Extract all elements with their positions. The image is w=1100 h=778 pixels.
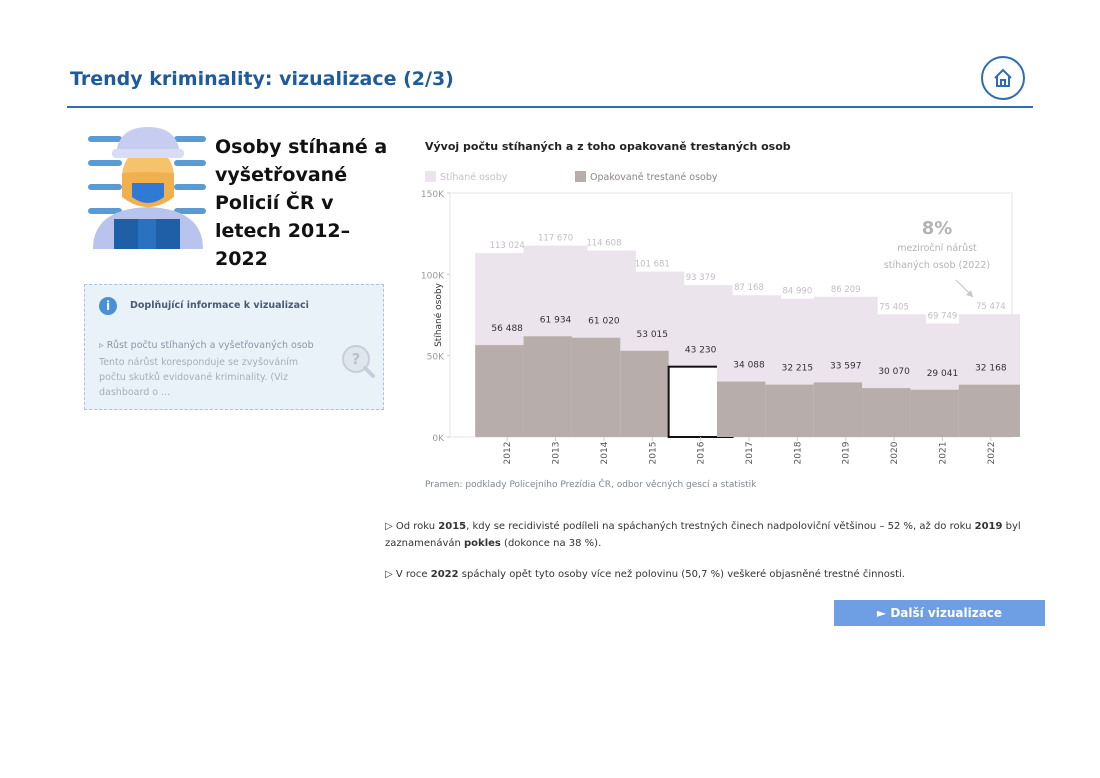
legend-swatch-prosecuted [425,171,436,182]
data-label-prosecuted: 87 168 [734,283,764,293]
page-title: Trendy kriminality: vizualizace (2/3) [70,68,454,90]
data-label-prosecuted: 84 990 [782,287,812,297]
data-label-prosecuted: 117 670 [538,234,573,244]
help-search-icon[interactable]: ? [340,343,376,379]
data-label-repeat: 61 020 [588,317,620,327]
data-label-prosecuted: 114 608 [586,239,621,249]
home-icon [994,68,1012,87]
data-label-prosecuted: 69 749 [928,312,958,322]
x-tick-label: 2022 [987,442,997,465]
data-label-repeat: 30 070 [878,367,910,377]
note-1-bold: pokles [464,538,501,549]
next-visualization-button[interactable]: ► Další vizualizace [834,600,1045,626]
data-label-repeat: 56 488 [491,324,523,334]
data-label-repeat: 53 015 [637,330,669,340]
x-tick-label: 2016 [697,441,707,464]
note-1-mid: , kdy se recidivisté podíleli na spáchan… [466,521,975,532]
y-tick-label: 150K [421,190,445,200]
data-label-prosecuted: 75 474 [976,302,1006,312]
suspect-person-icon [88,127,206,249]
legend-label-repeat: Opakovaně trestané osoby [590,172,718,183]
note-2-year: 2022 [430,569,459,580]
y-tick-label: 100K [421,271,445,281]
x-tick-label: 2013 [552,442,562,465]
note-paragraph-1: ▷ Od roku 2015, kdy se recidivisté podíl… [385,518,1035,552]
info-item-text: Tento nárůst koresponduje se zvyšováním … [99,357,299,398]
data-label-repeat: 43 230 [685,346,717,356]
title-divider [67,106,1033,108]
note-1-end: (dokonce na 38 %). [500,538,602,549]
info-heading: Doplňující informace k vizualizaci [130,300,309,311]
note-1-year: 2015 [438,521,467,532]
data-label-prosecuted: 75 405 [879,302,909,312]
source-note: Pramen: podklady Policejního Prezídia ČR… [425,480,757,490]
home-button[interactable] [981,56,1025,100]
x-tick-label: 2021 [938,442,948,465]
annotation-text-1: meziroční nárůst [897,243,977,254]
data-label-prosecuted: 86 209 [831,285,861,295]
x-tick-label: 2017 [745,442,755,465]
x-tick-label: 2018 [793,441,803,464]
info-icon: i [99,297,117,315]
x-tick-label: 2019 [842,441,852,464]
x-tick-label: 2015 [648,442,658,465]
note-2-text: spáchaly opět tyto osoby více než polovi… [458,569,905,580]
bar-chart: 0K 50K 100K 150K Stíhané osoby 113 024 56 488 2… [421,190,1020,465]
annotation-text-2: stíhaných osob (2022) [884,260,990,271]
data-label-repeat: 29 041 [927,369,959,379]
y-tick-label: 50K [427,353,445,363]
data-label-repeat: 61 934 [540,315,572,325]
chart-title: Vývoj počtu stíhaných a z toho opakovaně… [425,140,791,153]
data-label-repeat: 32 168 [975,364,1007,374]
note-1-mid2: byl zaznamenáván [385,521,1021,549]
svg-text:?: ? [352,350,361,368]
section-title: Osoby stíhané a vyšetřované Policií ČR v… [215,136,388,270]
info-item-title: ▹ Růst počtu stíhaných a vyšetřovaných o… [99,340,314,351]
legend-swatch-repeat [575,171,586,182]
legend-item-repeat: Opakovaně trestané osoby [575,171,718,183]
data-label-prosecuted: 101 681 [635,260,670,270]
legend-label-prosecuted: Stíhané osoby [440,172,508,183]
x-tick-label: 2014 [600,441,610,464]
info-panel: i Doplňující informace k vizualizaci ▹ R… [84,284,384,410]
data-label-prosecuted: 113 024 [490,241,525,251]
y-tick-label: 0K [432,434,445,444]
note-1-prefix: ▷ Od roku [385,521,439,532]
note-paragraph-2: ▷ V roce 2022 spáchaly opět tyto osoby v… [385,566,1035,583]
note-1-year2: 2019 [974,521,1003,532]
data-label-prosecuted: 93 379 [686,273,716,283]
note-2-prefix: ▷ V roce [385,569,431,580]
data-label-repeat: 32 215 [782,364,814,374]
annotation-arrow-head [966,290,973,297]
data-label-repeat: 33 597 [830,361,862,371]
legend-item-prosecuted: Stíhané osoby [425,171,507,183]
annotation-value: 8% [922,218,953,239]
y-axis-label: Stíhané osoby [433,282,444,346]
x-tick-label: 2012 [503,442,513,465]
bar-repeat-offenders [958,384,1020,437]
x-tick-label: 2020 [890,441,900,464]
data-label-repeat: 34 088 [733,361,765,371]
